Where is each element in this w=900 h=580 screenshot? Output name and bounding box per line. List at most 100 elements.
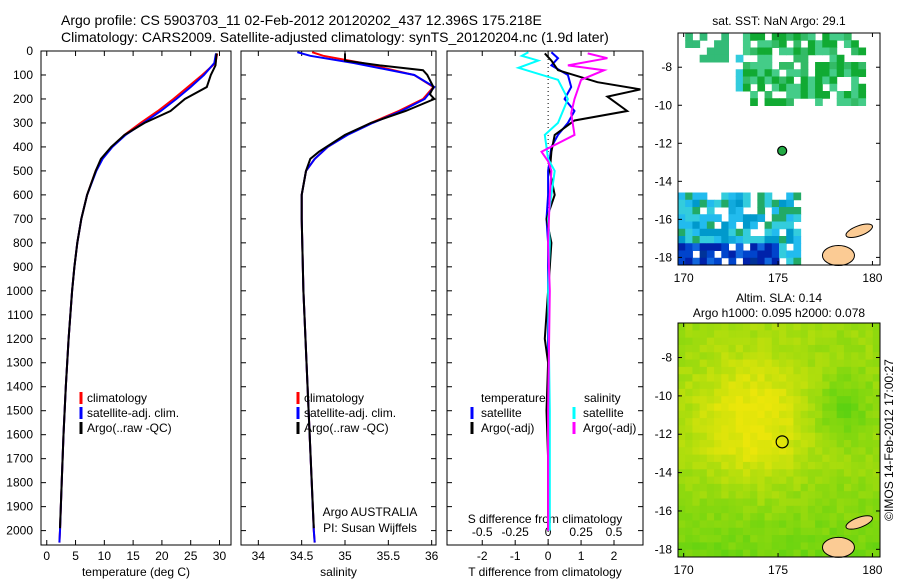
map-cell xyxy=(678,498,686,507)
map-cell xyxy=(800,344,809,353)
map-cell xyxy=(706,228,715,237)
map-cell xyxy=(764,76,773,85)
map-cell xyxy=(786,505,794,514)
map-cell xyxy=(815,62,823,70)
temperature-xlabel: temperature (deg C) xyxy=(82,565,190,579)
map-cell xyxy=(692,192,701,201)
map-cell xyxy=(721,54,729,63)
map-cell xyxy=(728,447,737,456)
map-cell xyxy=(815,520,823,529)
map-cell xyxy=(764,491,773,499)
map-cell xyxy=(800,535,809,543)
map-cell xyxy=(836,513,845,521)
map-cell xyxy=(793,69,802,77)
map-cell xyxy=(800,447,809,456)
map-cell xyxy=(728,498,737,507)
map-cell xyxy=(851,461,859,470)
map-cell xyxy=(685,505,693,514)
map-cell xyxy=(771,221,780,230)
map-cell xyxy=(750,425,758,434)
map-cell xyxy=(779,352,787,361)
map-cell xyxy=(807,418,816,426)
ytick-label: 1300 xyxy=(6,356,33,370)
map-cell xyxy=(829,352,838,361)
map-cell xyxy=(742,403,751,412)
map-cell xyxy=(728,221,737,230)
map-cell xyxy=(800,432,809,441)
map-cell xyxy=(829,69,838,77)
map-cell xyxy=(685,236,693,244)
map-cell xyxy=(800,513,809,521)
map-cell xyxy=(872,461,881,470)
s-diff-tick-label: 0.25 xyxy=(569,525,593,539)
map-cell xyxy=(699,228,708,237)
map-cell xyxy=(721,388,729,397)
map-cell xyxy=(815,491,823,499)
map-cell xyxy=(779,454,787,463)
map-cell xyxy=(771,491,780,499)
map-cell xyxy=(865,425,874,434)
map-cell xyxy=(771,76,780,85)
map-cell xyxy=(851,454,859,463)
map-cell xyxy=(750,388,758,397)
map-cell xyxy=(836,54,845,63)
map-cell xyxy=(721,33,729,41)
map-cell xyxy=(699,432,708,441)
map-cell xyxy=(779,396,787,404)
map-cell xyxy=(807,520,816,529)
map-cell xyxy=(735,549,744,558)
map-cell xyxy=(793,396,802,404)
map-cell xyxy=(706,221,715,230)
map-cell xyxy=(750,527,758,536)
map-cell xyxy=(858,330,867,339)
map-cell xyxy=(793,374,802,382)
map-cell xyxy=(793,520,802,529)
map-cell xyxy=(735,381,744,390)
map-cell xyxy=(822,359,830,368)
map-ytick-label: -12 xyxy=(655,136,673,150)
map-cell xyxy=(822,432,830,441)
map-cell xyxy=(822,388,830,397)
map-cell xyxy=(728,374,737,382)
map-cell xyxy=(786,498,794,507)
map-cell xyxy=(721,250,729,259)
map-cell xyxy=(815,47,823,56)
map-cell xyxy=(822,425,830,434)
map-cell xyxy=(829,447,838,456)
map-cell xyxy=(685,228,693,237)
map-cell xyxy=(764,549,773,558)
map-cell xyxy=(678,483,686,492)
map-cell xyxy=(793,476,802,485)
map-cell xyxy=(706,207,715,215)
map-cell xyxy=(858,359,867,368)
ytick-label: 1100 xyxy=(7,308,33,322)
map-cell xyxy=(742,257,751,266)
map-cell xyxy=(865,527,874,536)
map-cell xyxy=(858,98,867,106)
map-cell xyxy=(764,469,773,478)
map-cell xyxy=(829,498,838,507)
map-cell xyxy=(714,243,722,251)
map-cell xyxy=(779,505,787,514)
map-cell xyxy=(757,491,766,499)
map-cell xyxy=(685,476,693,485)
map-cell xyxy=(872,447,881,456)
map-cell xyxy=(865,491,874,499)
map-cell xyxy=(721,359,729,368)
map-cell xyxy=(786,418,794,426)
ytick-label: 600 xyxy=(13,188,33,202)
difference-series-s-satellite xyxy=(515,51,570,531)
map-cell xyxy=(706,54,715,63)
map-cell xyxy=(692,549,701,558)
map-cell xyxy=(721,381,729,390)
map-cell xyxy=(721,199,729,208)
map-cell xyxy=(692,374,701,382)
map-cell xyxy=(858,69,867,77)
legend-label: satellite xyxy=(481,406,522,420)
salinity-xtick-label: 35 xyxy=(338,549,352,563)
map-cell xyxy=(786,425,794,434)
map-cell xyxy=(692,505,701,514)
map-cell xyxy=(699,33,708,41)
map-cell xyxy=(793,461,802,470)
